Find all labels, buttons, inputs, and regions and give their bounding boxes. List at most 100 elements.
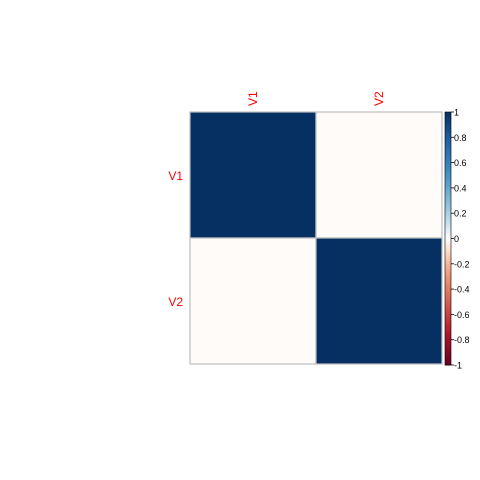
colorbar-segment [445, 185, 451, 189]
colorbar-segment [445, 144, 451, 148]
colorbar-segment [445, 213, 451, 217]
colorbar-segment [445, 155, 451, 159]
colorbar-segment [445, 321, 451, 326]
colorbar-segment [445, 114, 451, 118]
colorbar-segment [445, 354, 451, 358]
colorbar-segment [445, 200, 451, 204]
colorbar-segment [445, 112, 451, 116]
colorbar-segment [445, 127, 451, 131]
colorbar-segment [445, 339, 451, 343]
colorbar-segment [445, 157, 451, 161]
colorbar-segment [445, 243, 451, 247]
colorbar-tick-label: 0.8 [454, 133, 467, 143]
colorbar-segment [445, 329, 451, 333]
colorbar-segment [445, 273, 451, 277]
colorbar-segment [445, 190, 451, 194]
colorbar-tick-label: -0.6 [454, 310, 470, 320]
colorbar-segment [445, 149, 451, 153]
colorbar-segment [445, 314, 451, 318]
colorbar-segment [445, 142, 451, 146]
colorbar-tick-label: -0.4 [454, 285, 470, 295]
colorbar-segment [445, 233, 451, 237]
colorbar-segment [445, 301, 451, 305]
colorbar-segment [445, 258, 451, 262]
colorbar-segment [445, 337, 451, 341]
colorbar-segment [445, 324, 451, 328]
colorbar-segment [445, 294, 451, 298]
colorbar-segment [445, 223, 451, 227]
colorbar-segment [445, 195, 451, 199]
column-labels: V1 V2 [246, 91, 386, 106]
colorbar-tick-label: 0.2 [454, 209, 467, 219]
colorbar-segment [445, 271, 451, 275]
colorbar-segment [445, 261, 451, 265]
colorbar-segment [445, 316, 451, 320]
colorbar-segment [445, 192, 451, 196]
colorbar-segment [445, 172, 451, 176]
colorbar-segment [445, 137, 451, 141]
colorbar-tick-label: -1 [454, 361, 462, 371]
colorbar: 1 0.8 0.6 0.4 0.2 0 -0.2 -0.4 -0.6 -0.8 -1 [444, 108, 470, 371]
colorbar-segment [445, 281, 451, 285]
heatmap-cell-V1-V1 [189, 111, 317, 239]
colorbar-tick-label: 0.4 [454, 183, 467, 193]
colorbar-segment [445, 132, 451, 136]
colorbar-tick-label: 1 [454, 108, 459, 118]
colorbar-segment [445, 134, 451, 138]
colorbar-segment [445, 182, 451, 186]
colorbar-segment [445, 124, 451, 128]
colorbar-segment [445, 276, 451, 280]
colorbar-segment [445, 304, 451, 308]
colorbar-tick-label: 0.6 [454, 158, 467, 168]
colorbar-segment [445, 251, 451, 255]
colorbar-segment [445, 215, 451, 219]
colorbar-segment [445, 342, 451, 346]
colorbar-segment [445, 152, 451, 156]
colorbar-segment [445, 220, 451, 224]
colorbar-segment [445, 241, 451, 245]
colorbar-segment [445, 139, 451, 143]
colorbar-segment [445, 119, 451, 123]
row-label: V1 [168, 169, 183, 183]
colorbar-segment [445, 238, 451, 242]
colorbar-segment [445, 319, 451, 323]
colorbar-segment [445, 203, 451, 207]
heatmap-cells [189, 111, 443, 365]
colorbar-segment [445, 299, 451, 303]
colorbar-segment [445, 357, 451, 361]
colorbar-tick-label: -0.8 [454, 335, 470, 345]
colorbar-segment [445, 332, 451, 336]
row-labels: V1 V2 [168, 169, 183, 309]
colorbar-tick-label: -0.2 [454, 259, 470, 269]
colorbar-segment [445, 122, 451, 126]
colorbar-segment [445, 352, 451, 356]
colorbar-segment [445, 334, 451, 338]
colorbar-segment [445, 291, 451, 295]
heatmap-cell-V2-V2 [315, 237, 443, 365]
colorbar-segment [445, 286, 451, 290]
colorbar-segment [445, 327, 451, 331]
column-label: V1 [246, 91, 260, 106]
colorbar-segment [445, 187, 451, 191]
colorbar-segment [445, 230, 451, 234]
colorbar-segment [445, 284, 451, 288]
colorbar-segment [445, 129, 451, 133]
colorbar-segment [445, 266, 451, 270]
colorbar-segment [445, 198, 451, 202]
colorbar-segment [445, 218, 451, 222]
colorbar-segment [445, 256, 451, 260]
column-label: V2 [372, 91, 386, 106]
colorbar-segment [445, 165, 451, 169]
colorbar-segment [445, 228, 451, 232]
heatmap-cell-V2-V1 [189, 237, 317, 365]
colorbar-tick-label: 0 [454, 234, 459, 244]
colorbar-segment [445, 268, 451, 272]
colorbar-segment [445, 177, 451, 181]
colorbar-segment [445, 180, 451, 184]
row-label: V2 [168, 295, 183, 309]
colorbar-segment [445, 208, 451, 212]
colorbar-segment [445, 309, 451, 313]
colorbar-segment [445, 246, 451, 250]
colorbar-segment [445, 289, 451, 293]
